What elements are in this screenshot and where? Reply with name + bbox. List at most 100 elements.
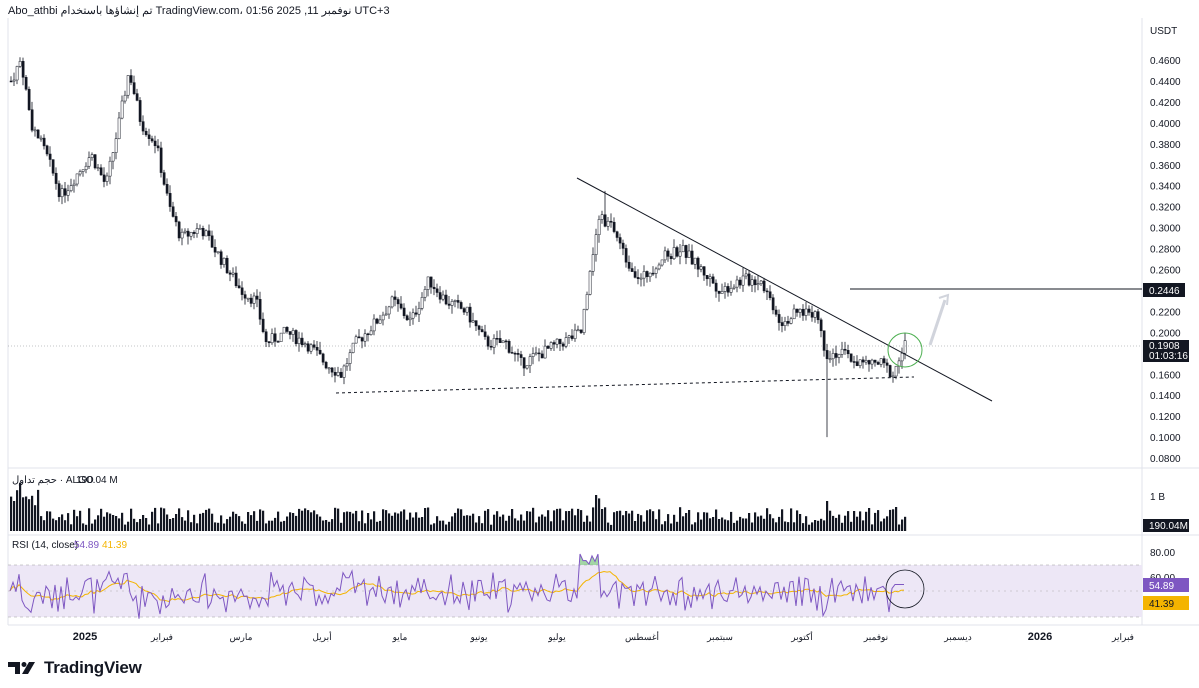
support-trendline[interactable]	[335, 376, 915, 394]
time-label-2: مارس	[230, 632, 253, 643]
candle-body-71	[222, 257, 226, 265]
rsi-circle[interactable]	[885, 569, 925, 609]
candle-body-295	[894, 365, 898, 377]
candle-body-252	[765, 290, 769, 293]
price-tick-0: 0.4600	[1150, 56, 1181, 67]
candle-body-56	[177, 221, 181, 239]
volume-bar-197	[601, 509, 604, 531]
volume-bar-156	[478, 516, 481, 531]
candle-body-121	[372, 318, 376, 332]
candle-body-132	[405, 315, 409, 321]
candle-body-2	[15, 66, 19, 81]
candle-body-7	[30, 109, 34, 131]
volume-bar-281	[853, 511, 856, 531]
volume-bar-15	[55, 520, 58, 531]
volume-bar-177	[541, 514, 544, 531]
volume-bar-66	[208, 508, 211, 531]
candle-body-41	[132, 82, 136, 94]
candle-body-87	[270, 333, 274, 344]
volume-bar-107	[331, 519, 334, 531]
volume-value: 190.04 M	[76, 475, 118, 486]
price-tick-15: 0.1200	[1150, 412, 1181, 423]
candle-body-297	[900, 352, 904, 362]
breakout-circle[interactable]	[887, 332, 923, 368]
price-tick-5: 0.3600	[1150, 161, 1181, 172]
candle-body-79	[246, 297, 250, 300]
price-tick-12: 0.2000	[1150, 328, 1181, 339]
candle-body-215	[654, 268, 658, 274]
price-tick-14: 0.1400	[1150, 391, 1181, 402]
candle-body-191	[582, 309, 586, 333]
descending-trendline[interactable]	[576, 177, 993, 402]
candle-body-149	[456, 300, 460, 303]
volume-bar-135	[415, 512, 418, 531]
volume-bar-216	[658, 509, 661, 531]
candle-body-102	[315, 347, 319, 351]
volume-bar-211	[643, 521, 646, 531]
volume-bar-2	[16, 490, 19, 531]
volume-bar-37	[121, 512, 124, 531]
rsi-value-tag	[1143, 578, 1189, 592]
volume-bar-192	[586, 515, 589, 531]
tradingview-logo[interactable]: TradingView	[8, 658, 142, 678]
candle-body-27	[90, 154, 94, 158]
candle-body-29	[96, 167, 100, 169]
volume-bar-174	[532, 507, 535, 531]
volume-bar-115	[355, 510, 358, 531]
volume-bar-53	[169, 519, 172, 531]
candle-body-21	[72, 183, 76, 186]
candle-body-271	[822, 330, 826, 351]
volume-bar-123	[379, 520, 382, 531]
candle-body-40	[129, 75, 133, 83]
candle-body-107	[330, 367, 334, 373]
volume-bar-257	[781, 509, 784, 531]
price-tick-11: 0.2200	[1150, 307, 1181, 318]
volume-bar-203	[619, 510, 622, 531]
candle-body-35	[114, 138, 118, 153]
volume-bar-267	[811, 522, 814, 531]
volume-bar-11	[43, 520, 46, 531]
volume-bar-96	[298, 508, 301, 531]
price-tick-16: 0.1000	[1150, 433, 1181, 444]
candle-body-112	[345, 363, 349, 367]
volume-bar-21	[73, 509, 76, 531]
volume-bar-51	[163, 508, 166, 531]
candle-body-3	[18, 61, 22, 67]
candle-body-184	[561, 343, 565, 347]
volume-bar-200	[610, 524, 613, 531]
volume-bar-84	[262, 510, 265, 531]
volume-bar-283	[859, 511, 862, 531]
candle-body-67	[210, 235, 214, 248]
candle-body-49	[156, 145, 160, 149]
time-axis[interactable]: 2025 فبراير مارس أبريل مايو يونيو يوليو أغسطس سب…	[73, 630, 1134, 643]
volume-bar-204	[622, 515, 625, 531]
volume-bar-67	[211, 513, 214, 531]
volume-bar-82	[256, 520, 259, 531]
candle-body-10	[39, 137, 43, 140]
volume-bar-20	[70, 524, 73, 531]
candle-body-36	[117, 117, 121, 139]
candle-body-34	[111, 152, 115, 162]
candle-body-270	[819, 319, 823, 332]
candle-body-116	[357, 336, 361, 339]
volume-bar-69	[217, 522, 220, 531]
countdown-label: 01:03:16	[1149, 351, 1188, 362]
candle-body-220	[669, 256, 673, 259]
volume-bar-280	[850, 521, 853, 531]
candle-body-76	[237, 285, 241, 289]
volume-bar-16	[58, 517, 61, 531]
price-scale[interactable]: 0.4600 0.4400 0.4200 0.4000 0.3800 0.3600 0.34…	[1150, 56, 1181, 465]
volume-bar-131	[403, 509, 406, 531]
candle-body-150	[459, 302, 463, 309]
volume-bar-157	[481, 523, 484, 531]
volume-bar-89	[277, 511, 280, 531]
volume-scale-tick: 1 B	[1150, 492, 1165, 503]
volume-bar-233	[709, 518, 712, 531]
candle-body-226	[687, 250, 691, 258]
volume-bar-154	[472, 513, 475, 531]
volume-bar-284	[862, 520, 865, 531]
volume-bar-159	[487, 509, 490, 531]
volume-bar-55	[175, 514, 178, 531]
volume-bar-260	[790, 508, 793, 531]
